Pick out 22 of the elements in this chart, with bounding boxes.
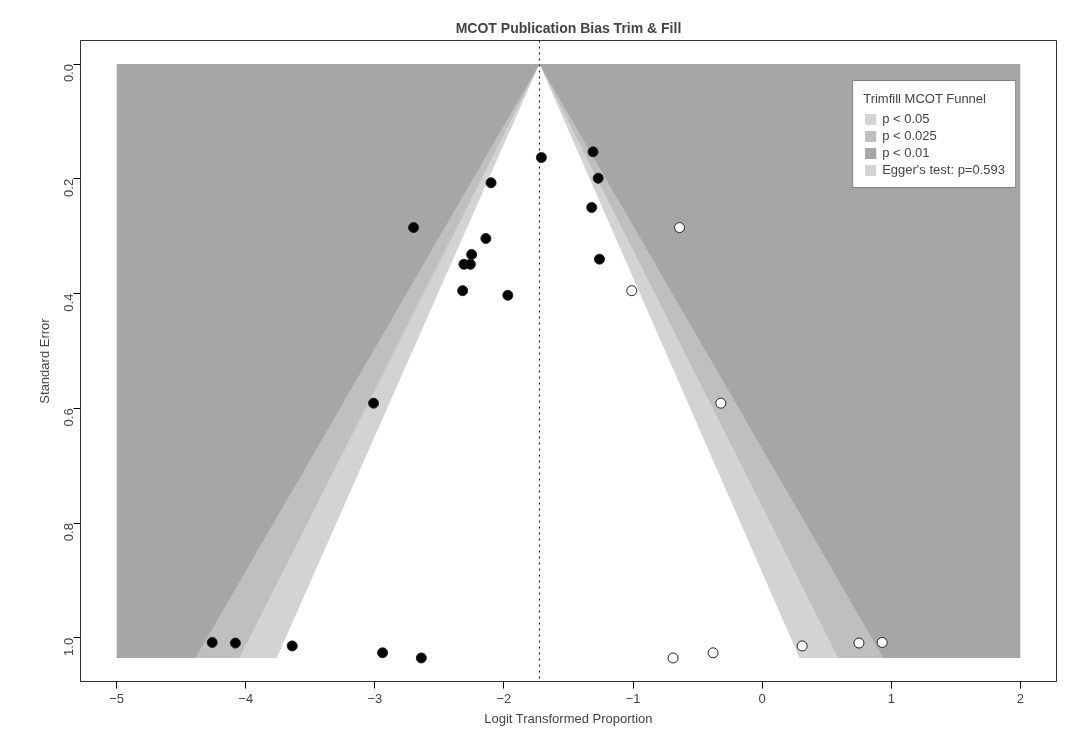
y-tick-label: 0.2 — [61, 178, 76, 197]
legend-label: p < 0.025 — [882, 128, 937, 143]
y-tick-label: 0.0 — [61, 64, 76, 83]
x-tick-label: −4 — [238, 690, 254, 706]
x-axis-title: Logit Transformed Proportion — [484, 710, 653, 726]
y-tick-label: 0.6 — [61, 408, 76, 427]
legend-label: p < 0.01 — [882, 145, 930, 160]
x-tick-label: −5 — [109, 690, 125, 706]
y-tick-label: 0.8 — [61, 523, 76, 542]
legend-label: p < 0.05 — [882, 111, 930, 126]
x-tick-label: 0 — [758, 690, 766, 706]
x-tick-label: −2 — [496, 690, 512, 706]
y-axis-title: Standard Error — [36, 317, 52, 404]
x-tick-label: 1 — [887, 690, 895, 706]
x-tick-label: −3 — [367, 690, 383, 706]
annotation: Egger's test: p=0.593 — [882, 162, 1005, 177]
x-tick-label: −1 — [625, 690, 641, 706]
x-tick-label: 2 — [1016, 690, 1024, 706]
chart-title: MCOT Publication Bias Trim & Fill — [455, 19, 682, 36]
legend-title: Trimfill MCOT Funnel — [863, 91, 987, 106]
y-tick-label: 0.4 — [61, 293, 76, 312]
y-tick-label: 1.0 — [61, 637, 76, 656]
